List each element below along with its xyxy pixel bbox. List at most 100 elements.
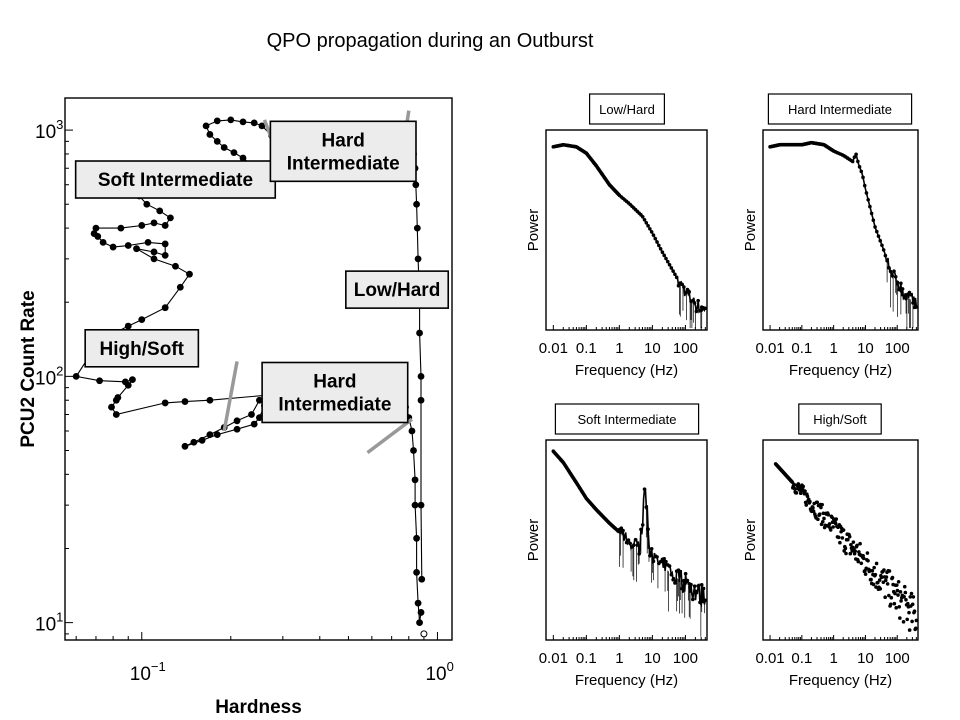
psd-data-point	[883, 595, 887, 600]
state-label-text: Intermediate	[287, 153, 400, 174]
psd-x-tick-label: 0.01	[539, 650, 568, 667]
hid-data-point	[124, 242, 132, 249]
psd-curve	[770, 141, 918, 308]
hid-data-point	[129, 376, 136, 384]
hid-data-point	[414, 599, 422, 607]
psd-data-point	[865, 551, 870, 555]
psd-title: Low/Hard	[599, 102, 655, 117]
state-label-text: Intermediate	[278, 394, 391, 415]
state-label-text: High/Soft	[100, 339, 185, 360]
state-label-frame	[261, 361, 409, 424]
psd-data-point	[828, 528, 833, 532]
psd-panel-hard-intermediate: Hard Intermediate 0.01 0.1 1 10 100 Frequency …	[742, 93, 919, 379]
psd-data-point	[902, 594, 906, 599]
psd-data-point	[811, 505, 815, 510]
hid-data-point	[408, 427, 416, 435]
psd-axes-frame	[762, 129, 919, 331]
hid-data-point	[138, 316, 146, 324]
x-tick-label: 100	[425, 659, 453, 685]
psd-data-point	[831, 525, 835, 529]
hid-data-point	[413, 534, 420, 542]
psd-panel-low-hard: Low/Hard 0.01 0.1 1 10 100 Frequency (Hz) Power	[525, 93, 708, 379]
transition-mark	[222, 361, 239, 432]
psd-axes-frame	[545, 439, 708, 641]
state-label-text: Hard	[313, 371, 356, 392]
hid-data-point	[176, 283, 184, 291]
hid-data-point	[198, 436, 206, 444]
state-label-frame	[345, 270, 450, 309]
hid-data-point	[202, 122, 210, 130]
hid-data-point	[239, 118, 247, 126]
psd-title-box	[588, 93, 665, 125]
psd-x-tick-label: 0.1	[791, 650, 812, 667]
psd-data-point	[815, 500, 820, 505]
psd-y-axis-label: Power	[525, 519, 542, 562]
psd-data-point	[889, 595, 894, 600]
hid-data-point	[112, 411, 120, 418]
state-label-text: Soft Intermediate	[98, 170, 253, 191]
psd-data-point	[870, 568, 875, 573]
psd-x-tick-label: 100	[673, 650, 698, 667]
psd-x-axis-label: Frequency (Hz)	[789, 672, 892, 689]
hid-data-point	[99, 238, 107, 246]
psd-data-point	[798, 491, 803, 496]
hid-data-point	[413, 568, 420, 576]
hid-data-point	[220, 144, 228, 151]
psd-data-point	[911, 595, 916, 599]
psd-x-tick-label: 0.1	[791, 340, 812, 357]
psd-data-point	[804, 503, 809, 507]
hid-data-point	[213, 137, 221, 145]
psd-data-point	[847, 534, 852, 539]
hid-data-point	[172, 262, 179, 270]
psd-data-point	[834, 517, 839, 521]
psd-data-point	[844, 551, 848, 556]
psd-data-point	[872, 565, 876, 570]
psd-data-point	[874, 561, 879, 566]
hid-data-point	[213, 117, 221, 125]
psd-x-tick-label: 100	[885, 650, 910, 667]
hid-data-point	[121, 378, 129, 386]
psd-x-tick-label: 1	[829, 650, 837, 667]
psd-x-tick-label: 0.01	[755, 650, 784, 667]
psd-data-point	[903, 590, 908, 595]
hid-data-point	[138, 222, 146, 229]
y-tick-label: 101	[35, 610, 63, 636]
hid-data-point	[150, 255, 158, 263]
psd-x-tick-label: 1	[615, 340, 623, 357]
psd-data-point	[897, 604, 902, 609]
state-label-frame	[269, 120, 417, 183]
psd-x-axis-label: Frequency (Hz)	[575, 672, 678, 689]
psd-x-tick-label: 10	[644, 650, 661, 667]
psd-data-point	[820, 502, 824, 507]
hid-data-point	[213, 431, 221, 439]
psd-data-point	[803, 489, 807, 493]
hid-data-point	[410, 447, 417, 454]
psd-data-point	[890, 575, 895, 580]
psd-data-point	[883, 578, 888, 583]
psd-data-point	[904, 597, 908, 602]
psd-data-point	[811, 509, 816, 513]
state-label-frame	[84, 328, 200, 368]
hid-data-point	[144, 238, 152, 246]
psd-data-point	[855, 543, 859, 548]
psd-data-point	[836, 535, 841, 540]
hid-data-point	[167, 214, 174, 222]
psd-data-point	[887, 593, 891, 598]
psd-data-point	[851, 540, 856, 544]
state-label-text: Hard	[322, 130, 365, 151]
hid-data-point	[206, 131, 214, 138]
psd-data-point	[848, 551, 853, 556]
hid-data-point	[256, 414, 263, 422]
psd-data-point	[822, 516, 826, 521]
hid-data-point	[190, 438, 198, 446]
psd-x-tick-label: 0.01	[755, 340, 784, 357]
psd-data-point	[905, 617, 909, 622]
psd-data-point	[863, 572, 868, 576]
hid-data-point	[250, 420, 258, 428]
psd-data-point	[887, 569, 892, 573]
psd-x-tick-label: 10	[644, 340, 661, 357]
hid-data-point	[418, 575, 426, 583]
psd-data-point	[808, 499, 812, 504]
psd-data-point	[856, 559, 861, 564]
psd-data-point	[912, 609, 917, 613]
